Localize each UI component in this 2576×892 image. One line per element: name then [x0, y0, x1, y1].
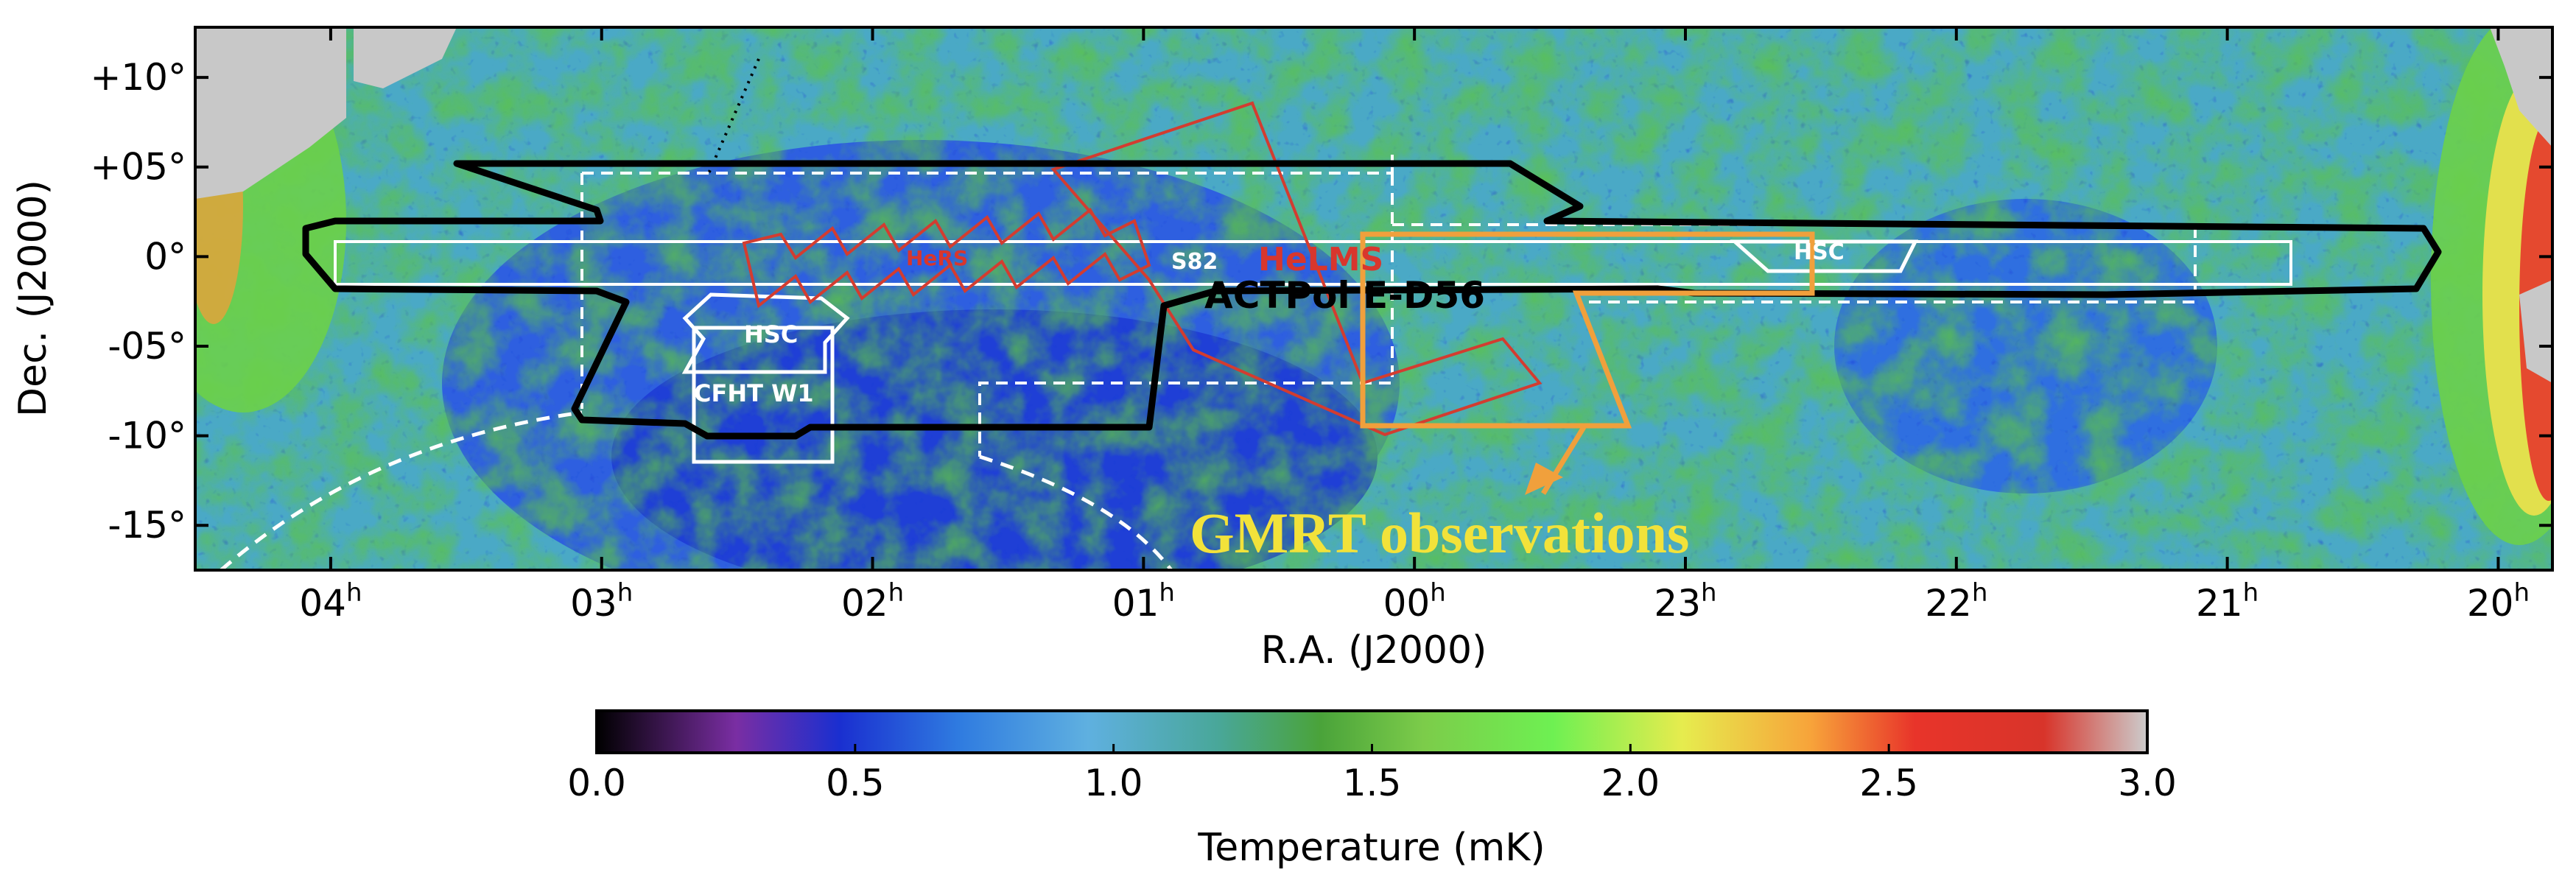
label-hers: HeRS [906, 246, 968, 270]
y-tick-label: +10° [90, 56, 186, 99]
x-axis-title: R.A. (J2000) [1261, 628, 1487, 672]
label-helms: HeLMS [1258, 241, 1383, 278]
y-tick-label: -15° [108, 504, 186, 547]
colorbar-tick-label: 3.0 [2118, 762, 2177, 804]
label-s82: S82 [1171, 249, 1218, 275]
x-tick-label: 03h [570, 578, 633, 625]
map-frame [194, 26, 2554, 572]
label-cfht-w1: CFHT W1 [694, 379, 814, 407]
label-actpol: ACTPol E-D56 [1204, 274, 1485, 317]
y-tick-label: -10° [108, 415, 186, 457]
x-tick-label: 01h [1112, 578, 1175, 625]
colorbar-tick-label: 2.0 [1601, 762, 1660, 804]
label-hsc-east: HSC [1794, 239, 1845, 265]
x-tick-superscript: h [346, 578, 362, 608]
colorbar-label: Temperature (mK) [1197, 826, 1545, 870]
x-tick-label: 21h [2196, 578, 2259, 625]
y-tick-label: 0° [144, 235, 186, 278]
x-tick-superscript: h [888, 578, 905, 608]
sky-map [195, 27, 2552, 570]
x-tick-label: 04h [299, 578, 362, 625]
survey-footprints [302, 101, 2442, 495]
y-tick-label: +05° [90, 146, 186, 189]
colorbar-tick-label: 2.5 [1859, 762, 1918, 804]
x-tick-label: 22h [1925, 578, 1987, 625]
axis-ticks: 04h 03h 02h 01h 00h 23h 22h 21h 20h +10° +05° 0° -05… [90, 27, 2552, 625]
gmrt-box [1360, 231, 1815, 429]
x-tick-label: 00h [1383, 578, 1446, 625]
colorbar-tick-label: 0.0 [567, 762, 626, 804]
colorbar-ticks: 0.0 0.5 1.0 1.5 2.0 2.5 3.0 [567, 744, 2177, 804]
x-tick-superscript: h [617, 578, 634, 608]
x-tick-superscript: h [1701, 578, 1717, 608]
y-tick-label: -05° [108, 325, 186, 368]
x-tick-label: 20h [2467, 578, 2530, 625]
colorbar-tick-label: 1.0 [1084, 762, 1143, 804]
colorbar-tick-label: 0.5 [826, 762, 885, 804]
x-tick-superscript: h [2243, 578, 2259, 608]
x-tick-superscript: h [1430, 578, 1446, 608]
gmrt-annotation: GMRT observations [1190, 501, 1689, 565]
x-tick-label: 23h [1654, 578, 1716, 625]
label-hsc-west: HSC [744, 320, 798, 348]
x-tick-superscript: h [2513, 578, 2530, 608]
x-tick-label: 02h [841, 578, 904, 625]
y-axis-title: Dec. (J2000) [11, 180, 55, 417]
colorbar-tick-label: 1.5 [1343, 762, 1402, 804]
x-tick-superscript: h [1972, 578, 1988, 608]
x-tick-superscript: h [1159, 578, 1175, 608]
